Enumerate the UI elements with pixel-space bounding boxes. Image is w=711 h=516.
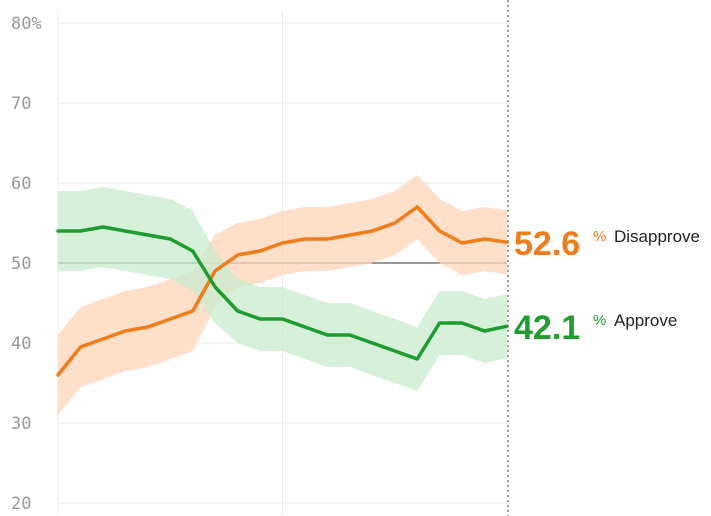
y-tick-label: 50 [11,254,31,274]
y-tick-label: 40 [11,334,31,354]
end-label-disapprove: Disapprove [614,227,700,246]
band-disapprove [58,175,507,415]
y-tick-label: 80% [11,14,42,34]
end-unit-approve: % [593,312,606,329]
y-tick-label: 60 [11,174,31,194]
series-lines [56,205,509,377]
y-tick-label: 30 [11,414,31,434]
y-tick-label: 70 [11,94,31,114]
end-unit-disapprove: % [593,228,606,245]
end-value-disapprove: 52.6 [514,225,580,263]
end-value-approve: 42.1 [514,309,580,347]
y-tick-label: 20 [11,494,31,514]
end-label-approve: Approve [614,311,677,330]
end-labels: 52.6% Disapprove 42.1% Approve [514,225,700,347]
